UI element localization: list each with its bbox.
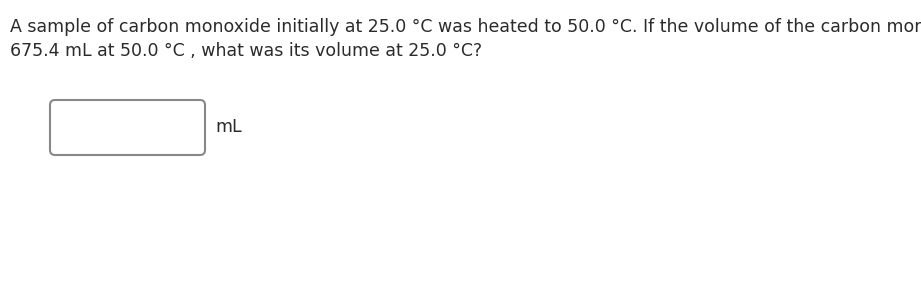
Text: 675.4 mL at 50.0 °C , what was its volume at 25.0 °C?: 675.4 mL at 50.0 °C , what was its volum… <box>10 42 482 60</box>
Text: A sample of carbon monoxide initially at 25.0 °C was heated to 50.0 °C. If the v: A sample of carbon monoxide initially at… <box>10 18 921 36</box>
Text: mL: mL <box>215 118 241 136</box>
FancyBboxPatch shape <box>50 100 205 155</box>
